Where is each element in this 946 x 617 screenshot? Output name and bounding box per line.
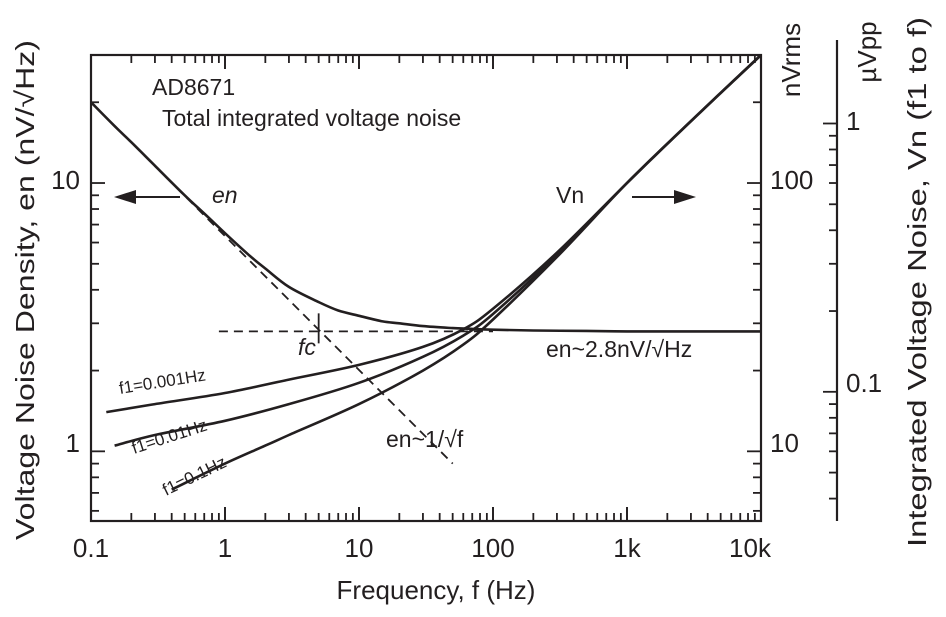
plot-frame: [89, 53, 763, 523]
curves-layer: [90, 54, 762, 491]
asymptote-slope: [90, 101, 454, 465]
x-tick-label: 1: [218, 533, 232, 563]
y-left-tick-labels: 1 10: [51, 165, 80, 458]
y-far-right-axis-units: µVpp: [852, 21, 882, 82]
chart-title: AD8671: [152, 74, 235, 100]
x-tick-label: 10: [345, 533, 374, 563]
series-line-en: [90, 101, 761, 333]
y-far-right-axis-title: Integrated Voltage Noise, Vn (f1 to f): [902, 17, 932, 547]
series-line-vn-f1-0-1hz: [171, 54, 762, 491]
x-tick-label: 100: [471, 533, 514, 563]
fc-label: fc: [298, 334, 316, 360]
y-left-axis-title: Voltage Noise Density, en (nV/√Hz): [10, 40, 40, 540]
y-right-tick-label: 100: [770, 165, 813, 195]
en-slope-label: en~1/√f: [386, 426, 464, 452]
y-far-right-tick-label: 0.1: [846, 368, 882, 398]
vn-curve-label: Vn: [556, 182, 584, 208]
vn-arrow: [632, 190, 696, 204]
f1-01-label: f1=0.1Hz: [159, 452, 229, 499]
x-tick-label: 0.1: [73, 533, 109, 563]
chart-subtitle: Total integrated voltage noise: [162, 105, 461, 131]
en-arrow: [114, 190, 180, 204]
en-flat-label: en~2.8nV/√Hz: [546, 336, 692, 362]
x-tick-labels: 0.1 1 10 100 1k 10k: [73, 533, 772, 563]
f1-0001-label: f1=0.001Hz: [118, 366, 207, 398]
asymptotes-layer: [90, 101, 493, 465]
y-right-tick-label: 10: [770, 428, 799, 458]
f1-001-label: f1=0.01Hz: [129, 416, 209, 458]
en-curve-label: en: [212, 182, 238, 208]
x-axis-title: Frequency, f (Hz): [337, 575, 536, 605]
x-tick-label: 10k: [729, 533, 772, 563]
y-left-tick-label: 1: [66, 428, 80, 458]
x-tick-label: 1k: [613, 533, 641, 563]
ticks-layer: [90, 54, 837, 521]
y-far-right-tick-labels: 0.1 1: [846, 106, 882, 398]
y-left-tick-label: 10: [51, 165, 80, 195]
en-arrow-head: [114, 190, 136, 204]
y-right-axis-units: nVrms: [776, 23, 806, 97]
y-far-right-tick-label: 1: [846, 106, 860, 136]
vn-arrow-head: [674, 190, 696, 204]
y-right-tick-labels: 10 100: [770, 165, 813, 458]
